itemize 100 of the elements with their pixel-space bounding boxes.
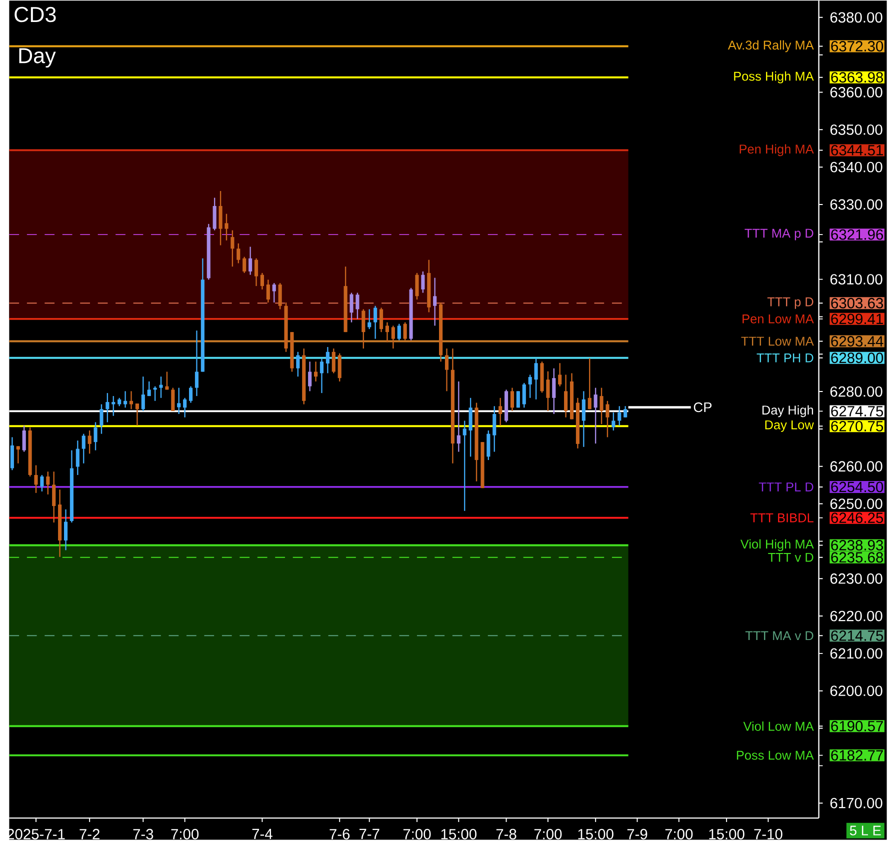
candlestick <box>177 387 181 415</box>
candlestick <box>194 330 199 397</box>
candlestick <box>391 325 395 350</box>
y-tick-label: 6190.57 <box>831 720 883 732</box>
candlestick <box>492 406 496 452</box>
candlestick <box>22 425 26 452</box>
y-tick-label: 6340.00 <box>830 162 882 172</box>
x-tick-label: 7-6 <box>330 828 350 840</box>
y-tick-label: 6182.77 <box>831 750 883 761</box>
ref-line-label: TTT MA v D <box>745 631 814 640</box>
x-tick-label: 7-7 <box>359 828 380 840</box>
y-tick-label: 6210.00 <box>830 648 882 659</box>
candlestick <box>254 258 258 287</box>
candlestick <box>242 256 246 274</box>
candlestick <box>248 246 252 276</box>
candlestick <box>34 464 38 494</box>
y-tick-label: 6293.44 <box>831 336 884 347</box>
x-tick-label: 15:00 <box>578 828 614 840</box>
candlestick <box>498 397 502 426</box>
ref-line-label: TTT PL D <box>758 482 814 492</box>
candlestick <box>129 390 134 410</box>
candlestick <box>522 382 526 408</box>
y-tick-label: 6254.50 <box>831 482 884 492</box>
candlestick <box>308 361 312 392</box>
y-tick-label: 6200.00 <box>830 686 882 696</box>
annotation: CP <box>694 402 712 412</box>
candlestick <box>64 508 68 551</box>
x-tick-label: 7-8 <box>496 828 516 840</box>
x-tick-label: 7:00 <box>534 828 562 840</box>
candlestick <box>600 387 604 425</box>
candlestick <box>612 412 616 432</box>
candlestick <box>46 471 50 496</box>
candlestick <box>528 374 532 399</box>
candlestick <box>468 397 472 458</box>
candlestick <box>338 352 342 382</box>
y-tick-label: 6230.00 <box>830 573 882 584</box>
candlestick <box>224 213 228 242</box>
candlestick <box>385 322 390 343</box>
candlestick <box>124 390 128 408</box>
candlestick <box>456 380 460 452</box>
x-tick-label: 7-4 <box>252 828 272 840</box>
candlestick <box>183 397 187 418</box>
y-tick-label: 6303.63 <box>831 298 884 308</box>
candlestick <box>379 307 384 333</box>
ref-line-label: TTT p D <box>767 297 814 309</box>
x-tick-label: 7-9 <box>627 828 648 840</box>
candlestick <box>421 270 425 294</box>
candlestick <box>260 272 264 290</box>
x-tick-label: 7:00 <box>665 828 693 840</box>
candlestick <box>374 305 378 340</box>
candlestick <box>52 471 56 524</box>
x-tick-label: 7-2 <box>80 828 100 840</box>
ref-line-label: Pen Low MA <box>742 314 814 324</box>
y-tick-label: 6220.00 <box>830 610 882 622</box>
candlestick <box>362 308 366 350</box>
ref-line-label: TTT Low MA <box>741 336 814 346</box>
x-tick-label: 2025-7-1 <box>7 828 65 840</box>
candlestick <box>356 292 360 320</box>
y-tick-label: 6330.00 <box>830 199 882 210</box>
candlestick <box>486 430 490 461</box>
chart-title: CD3 <box>14 6 56 22</box>
y-tick-label: 6270.75 <box>831 420 884 432</box>
candlestick <box>606 400 610 438</box>
x-tick-label: 15:00 <box>441 828 476 840</box>
candlestick <box>236 242 240 264</box>
candlestick <box>100 404 104 434</box>
candlestick <box>112 395 116 417</box>
candlestick <box>230 230 234 268</box>
candlestick <box>332 348 336 374</box>
y-tick-label: 6246.25 <box>831 512 884 524</box>
ref-line-label: TTT PH D <box>756 354 814 362</box>
candlestick <box>40 474 44 492</box>
y-tick-label: 6280.00 <box>830 386 882 397</box>
y-tick-label: 6250.00 <box>830 498 882 510</box>
candlestick <box>546 370 550 412</box>
candlestick <box>594 387 598 444</box>
candlestick <box>278 282 282 310</box>
candlestick <box>135 402 139 426</box>
candlestick <box>266 279 270 304</box>
y-tick-label: 6380.00 <box>830 12 882 23</box>
candlestick <box>444 348 449 392</box>
ref-line-label: Poss Low MA <box>736 750 814 760</box>
text: Day <box>19 48 56 68</box>
candlestick <box>320 358 324 394</box>
candlestick <box>218 190 222 246</box>
candlestick <box>564 374 568 418</box>
x-tick-label: 7:00 <box>171 828 199 840</box>
ref-line-label: Viol High MA <box>740 539 814 552</box>
y-tick-label: 6235.68 <box>831 552 884 563</box>
candlestick <box>82 433 86 464</box>
candlestick <box>415 272 419 300</box>
y-tick-label: 6344.51 <box>831 145 883 156</box>
candlestick <box>368 308 372 330</box>
y-tick-label: 6363.98 <box>831 72 884 83</box>
candlestick <box>296 351 300 378</box>
ref-line-label: Av.3d Rally MA <box>728 40 814 52</box>
candlestick <box>159 376 163 399</box>
y-tick-label: 6321.96 <box>831 229 884 240</box>
candlestick <box>552 368 556 415</box>
candlestick <box>588 358 592 410</box>
